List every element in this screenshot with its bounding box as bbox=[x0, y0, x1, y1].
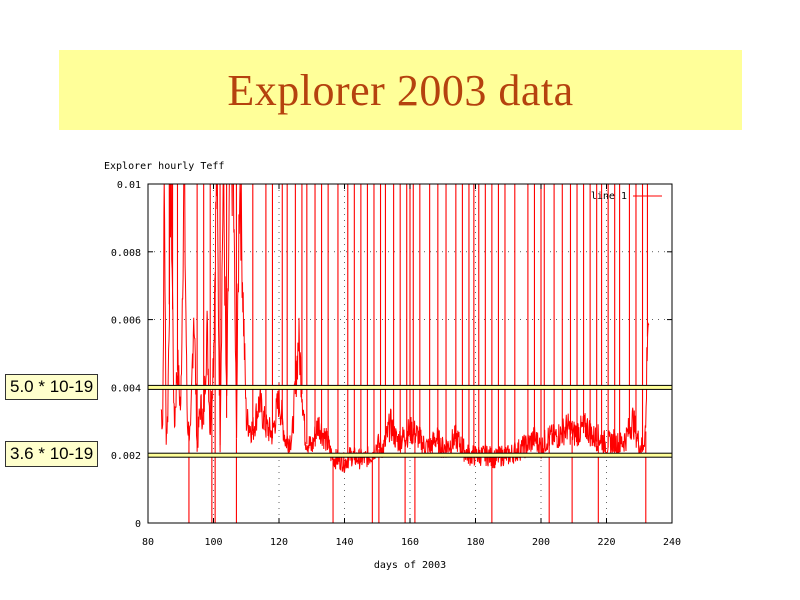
x-tick-label: 220 bbox=[597, 537, 615, 548]
legend: line 1 bbox=[591, 191, 662, 202]
slide-title: Explorer 2003 data bbox=[227, 65, 574, 115]
legend-label: line 1 bbox=[591, 191, 627, 202]
x-tick-label: 180 bbox=[466, 537, 484, 548]
x-tick-label: 240 bbox=[663, 537, 681, 548]
x-tick-label: 160 bbox=[401, 537, 419, 548]
x-tick-label: 80 bbox=[142, 537, 154, 548]
series-line-1 bbox=[160, 184, 650, 523]
series-trace bbox=[160, 184, 650, 473]
upper-level-label: 5.0 * 10-19 bbox=[5, 374, 99, 400]
lower-level-line bbox=[147, 452, 673, 458]
y-tick-label: 0.002 bbox=[111, 451, 141, 462]
upper-level-line bbox=[147, 384, 673, 390]
y-tick-label: 0.004 bbox=[111, 383, 141, 394]
y-tick-label: 0.006 bbox=[111, 316, 141, 327]
x-tick-label: 100 bbox=[204, 537, 222, 548]
title-banner: Explorer 2003 data bbox=[59, 50, 742, 130]
x-tick-label: 140 bbox=[335, 537, 353, 548]
x-tick-label: 200 bbox=[532, 537, 550, 548]
lower-level-label: 3.6 * 10-19 bbox=[5, 441, 99, 467]
y-tick-label: 0.008 bbox=[111, 248, 141, 259]
level-lines bbox=[147, 384, 673, 458]
x-axis-label: days of 2003 bbox=[374, 560, 446, 571]
chart-title: Explorer hourly Teff bbox=[104, 161, 224, 172]
x-tick-label: 120 bbox=[270, 537, 288, 548]
y-tick-label: 0 bbox=[135, 519, 141, 530]
axis-ticks: 80 100 120 140 160 180 200 220 240 0 0.002 0.004 0.0… bbox=[111, 180, 681, 548]
y-tick-label: 0.01 bbox=[117, 180, 141, 191]
